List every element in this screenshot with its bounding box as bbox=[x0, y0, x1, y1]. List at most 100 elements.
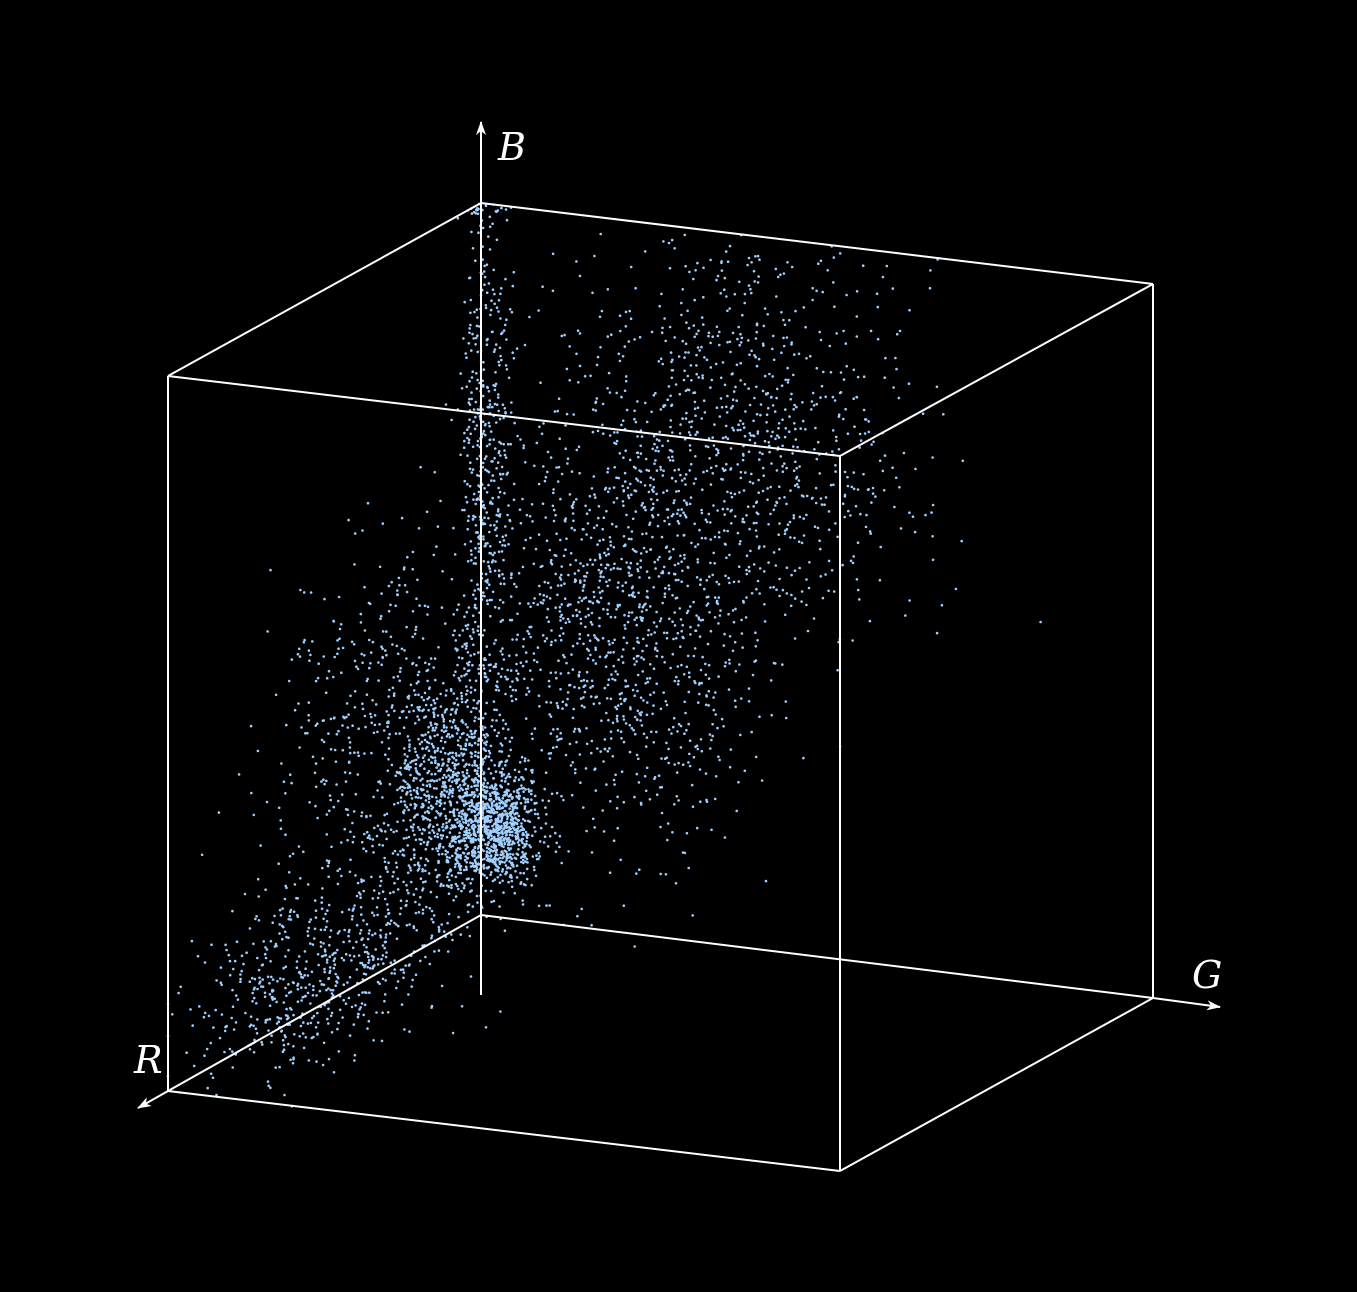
data-point bbox=[730, 406, 733, 410]
data-point bbox=[858, 446, 861, 449]
data-point bbox=[387, 911, 391, 915]
data-point bbox=[465, 826, 468, 830]
data-point bbox=[486, 843, 490, 847]
data-point bbox=[771, 404, 775, 407]
data-point bbox=[531, 768, 534, 772]
data-point bbox=[439, 750, 443, 753]
data-point bbox=[539, 668, 542, 671]
data-point bbox=[515, 806, 519, 810]
data-point bbox=[476, 316, 479, 319]
data-point bbox=[242, 962, 245, 966]
data-point bbox=[716, 334, 720, 338]
data-point bbox=[569, 603, 572, 606]
data-point bbox=[726, 437, 730, 441]
data-point bbox=[648, 677, 652, 680]
data-point bbox=[679, 618, 683, 621]
data-point bbox=[586, 607, 590, 611]
data-point bbox=[485, 263, 489, 267]
data-point bbox=[462, 886, 466, 890]
data-point bbox=[431, 795, 434, 799]
data-point bbox=[797, 540, 801, 543]
data-point bbox=[501, 573, 504, 576]
data-point bbox=[476, 212, 480, 216]
data-point bbox=[624, 581, 628, 584]
data-point bbox=[511, 284, 515, 288]
data-point bbox=[435, 723, 439, 726]
data-point bbox=[530, 503, 534, 506]
data-point bbox=[548, 904, 551, 907]
data-point bbox=[754, 355, 757, 359]
data-point bbox=[829, 483, 833, 487]
data-point bbox=[635, 451, 639, 455]
data-point bbox=[314, 724, 318, 727]
data-point bbox=[433, 835, 437, 838]
data-point bbox=[477, 766, 480, 770]
data-point bbox=[598, 579, 602, 583]
data-point bbox=[545, 539, 549, 542]
data-point bbox=[522, 446, 525, 450]
data-point bbox=[533, 597, 536, 600]
data-point bbox=[684, 473, 688, 476]
data-point bbox=[287, 1016, 290, 1020]
data-point bbox=[462, 833, 466, 837]
data-point bbox=[412, 816, 416, 819]
data-point bbox=[494, 828, 498, 832]
data-point bbox=[781, 588, 785, 592]
data-point bbox=[625, 408, 629, 412]
data-point bbox=[885, 264, 889, 268]
data-point bbox=[468, 807, 471, 811]
data-point bbox=[656, 524, 660, 528]
data-point bbox=[502, 416, 505, 420]
data-point bbox=[266, 1080, 270, 1083]
data-point bbox=[385, 630, 388, 633]
data-point bbox=[364, 963, 367, 967]
data-point bbox=[469, 975, 473, 978]
data-point bbox=[494, 343, 498, 346]
data-point bbox=[735, 399, 738, 403]
data-point bbox=[591, 601, 595, 605]
data-point bbox=[664, 339, 667, 343]
data-point bbox=[685, 728, 688, 732]
data-point bbox=[386, 1011, 390, 1014]
data-point bbox=[522, 546, 526, 550]
data-point bbox=[511, 805, 515, 809]
data-point bbox=[580, 907, 583, 911]
data-point bbox=[296, 652, 300, 656]
data-point bbox=[755, 364, 759, 368]
data-point bbox=[460, 839, 463, 843]
data-point bbox=[468, 403, 472, 406]
data-point bbox=[387, 758, 390, 761]
data-point bbox=[536, 603, 539, 606]
data-point bbox=[455, 858, 458, 861]
data-point bbox=[417, 670, 421, 674]
data-point bbox=[729, 468, 732, 471]
data-point bbox=[497, 731, 500, 735]
data-point bbox=[281, 1050, 285, 1053]
data-point bbox=[623, 471, 627, 475]
data-point bbox=[470, 579, 473, 582]
data-point bbox=[484, 736, 487, 739]
data-point bbox=[383, 946, 387, 950]
data-point bbox=[639, 552, 643, 555]
data-point bbox=[455, 608, 459, 612]
data-point bbox=[262, 940, 266, 943]
data-point bbox=[819, 497, 823, 500]
data-point bbox=[625, 561, 628, 564]
data-point bbox=[728, 244, 732, 248]
data-point bbox=[690, 425, 693, 429]
data-point bbox=[672, 637, 675, 641]
data-point bbox=[415, 682, 419, 685]
data-point bbox=[502, 827, 506, 830]
data-point bbox=[636, 689, 639, 693]
data-point bbox=[652, 490, 655, 493]
data-point bbox=[785, 527, 789, 531]
data-point bbox=[428, 962, 432, 966]
data-point bbox=[697, 624, 700, 627]
data-point bbox=[824, 496, 828, 499]
data-point bbox=[386, 725, 389, 728]
data-point bbox=[375, 834, 379, 838]
data-point bbox=[497, 606, 501, 610]
data-point bbox=[384, 867, 388, 870]
data-point bbox=[560, 794, 563, 798]
data-point bbox=[443, 751, 447, 755]
